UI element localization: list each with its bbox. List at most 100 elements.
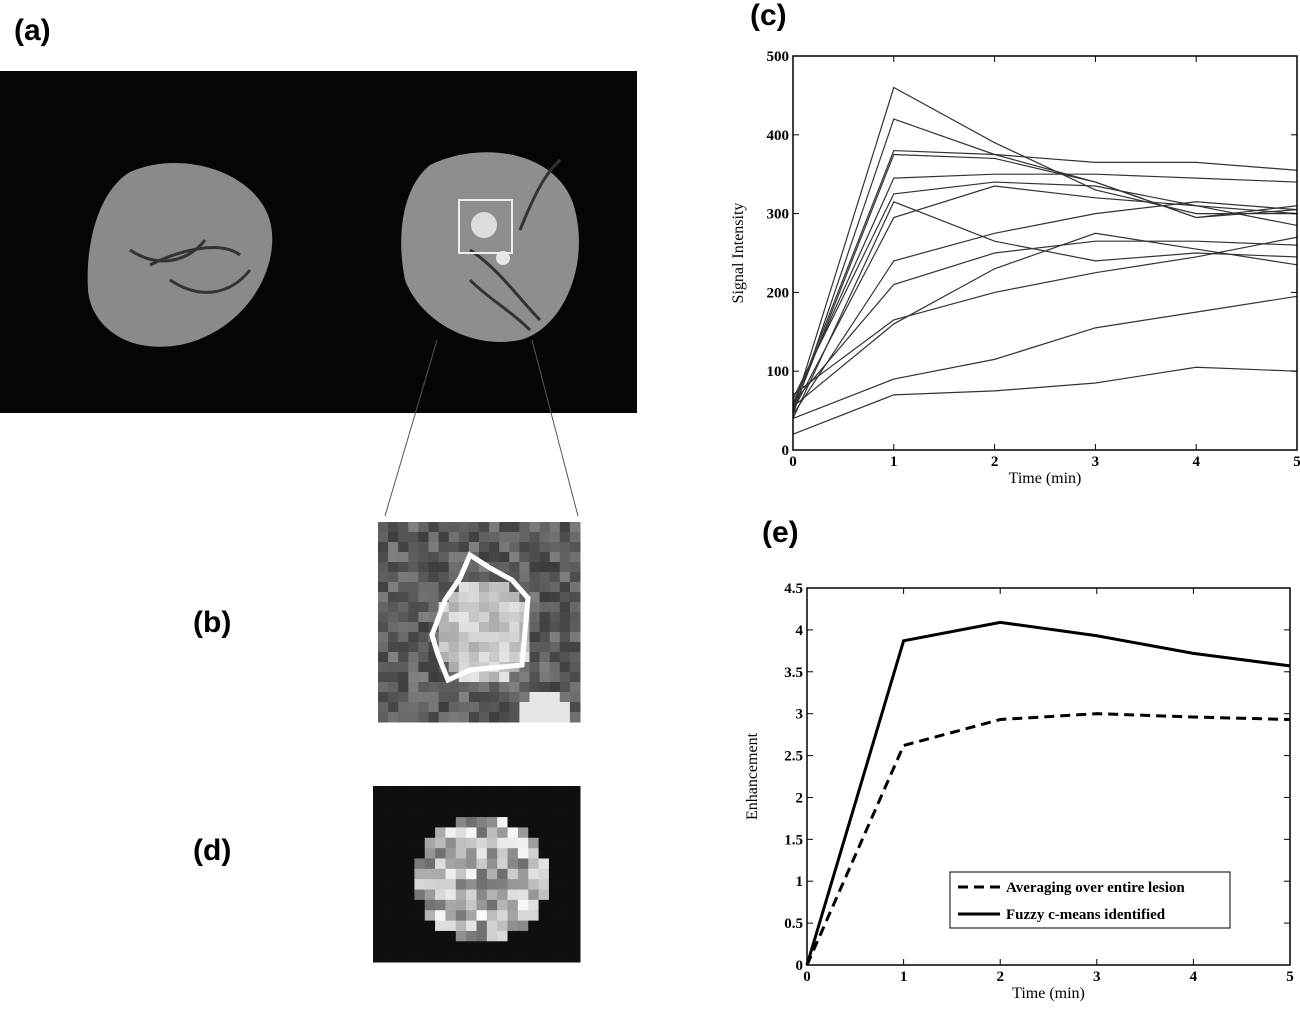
- pixel: [393, 848, 405, 859]
- pixel: [549, 662, 561, 673]
- x-tick-label: 2: [991, 454, 999, 470]
- pixel: [418, 572, 429, 583]
- pixel: [435, 796, 446, 808]
- pixel: [373, 920, 384, 932]
- series-line: [792, 149, 1298, 407]
- pixel: [476, 868, 488, 880]
- pixel: [438, 692, 450, 703]
- y-tick-label: 3: [796, 707, 804, 723]
- pixel: [408, 662, 419, 673]
- pixel: [468, 572, 480, 583]
- pixel: [383, 910, 395, 922]
- pixel: [489, 692, 500, 703]
- pixel: [528, 951, 540, 963]
- pixel: [408, 592, 419, 603]
- pixel: [424, 858, 436, 870]
- pixel: [569, 712, 581, 723]
- pixel: [497, 858, 509, 870]
- pixel: [435, 806, 446, 818]
- series-line: [792, 173, 1298, 403]
- pixel: [398, 562, 409, 573]
- pixel: [404, 796, 415, 808]
- pixel: [569, 672, 581, 683]
- pixel: [404, 951, 415, 963]
- pixel: [548, 920, 560, 932]
- pixel: [559, 910, 571, 922]
- pixel: [489, 562, 500, 573]
- pixel: [528, 858, 540, 870]
- pixel: [466, 910, 477, 922]
- pixel: [519, 572, 530, 583]
- pixel: [404, 786, 415, 797]
- pixel: [466, 806, 477, 818]
- pixel: [424, 806, 436, 818]
- pixel: [398, 552, 409, 563]
- pixel: [435, 817, 446, 828]
- pixel: [517, 796, 529, 808]
- pixel: [383, 941, 395, 953]
- pixel: [435, 848, 446, 859]
- x-tick-label: 4: [1190, 969, 1198, 985]
- pixel: [418, 552, 429, 563]
- pixel: [497, 837, 509, 849]
- pixel: [559, 642, 571, 653]
- pixel: [519, 562, 530, 573]
- pixel: [408, 562, 419, 573]
- pixel: [497, 806, 509, 818]
- pixel: [373, 941, 384, 953]
- pixel: [378, 542, 389, 553]
- pixel: [438, 622, 450, 633]
- pixel: [519, 522, 530, 533]
- zoom-line: [531, 339, 579, 517]
- y-tick-label: 3.5: [784, 665, 803, 681]
- pixel: [528, 786, 540, 797]
- pixel: [507, 796, 519, 808]
- pixel: [497, 920, 509, 932]
- pixel: [435, 837, 446, 849]
- pixel: [455, 796, 467, 808]
- pixel: [418, 602, 429, 613]
- pixel: [476, 941, 488, 953]
- pixel: [404, 910, 415, 922]
- x-tick-label: 1: [900, 969, 908, 985]
- pixel: [438, 562, 450, 573]
- pixel: [528, 889, 540, 901]
- pixel: [398, 652, 409, 663]
- pixel: [424, 899, 436, 911]
- pixel: [507, 930, 519, 942]
- pixel: [517, 951, 529, 963]
- pixel: [476, 910, 488, 922]
- legend-label: Fuzzy c-means identified: [1006, 907, 1166, 923]
- pixel: [479, 542, 490, 553]
- pixel: [507, 879, 519, 891]
- series-line: [805, 712, 1291, 966]
- pixel: [414, 930, 426, 942]
- pixel: [499, 672, 510, 683]
- pixel: [388, 622, 399, 633]
- pixel: [529, 712, 541, 723]
- pixel: [388, 592, 399, 603]
- pixel: [529, 612, 541, 623]
- pixel: [569, 702, 581, 713]
- pixel: [559, 572, 571, 583]
- pixel: [509, 552, 520, 563]
- pixel: [569, 951, 581, 963]
- pixel: [424, 879, 436, 891]
- pixel: [539, 662, 551, 673]
- pixel: [435, 951, 446, 963]
- pixel: [529, 542, 541, 553]
- pixel: [398, 602, 409, 613]
- pixel: [448, 702, 460, 713]
- pixel: [438, 542, 450, 553]
- pixel: [538, 786, 550, 797]
- pixel: [519, 692, 530, 703]
- pixel: [373, 868, 384, 880]
- pixel: [378, 652, 389, 663]
- pixel: [509, 612, 520, 623]
- pixel: [538, 910, 550, 922]
- pixel: [424, 817, 436, 828]
- pixel: [418, 612, 429, 623]
- x-tick-label: 0: [803, 969, 811, 985]
- pixel: [489, 582, 500, 593]
- pixel: [388, 702, 399, 713]
